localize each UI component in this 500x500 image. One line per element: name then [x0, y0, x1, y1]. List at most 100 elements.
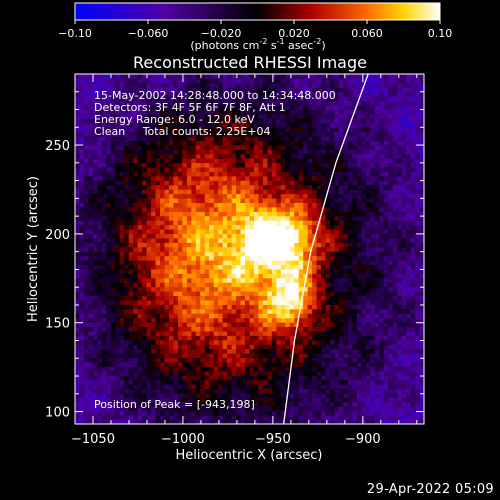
- heatmap-cell: [401, 384, 407, 390]
- heatmap-cell: [146, 379, 152, 385]
- heatmap-cell: [142, 370, 148, 376]
- heatmap-cell: [419, 375, 424, 381]
- heatmap-cell: [236, 370, 242, 376]
- heatmap-cell: [92, 406, 98, 412]
- heatmap-cell: [325, 366, 331, 372]
- heatmap-cell: [370, 175, 376, 181]
- heatmap-cell: [209, 251, 215, 257]
- heatmap-cell: [195, 153, 201, 159]
- heatmap-cell: [173, 291, 179, 297]
- heatmap-cell: [374, 406, 380, 412]
- heatmap-cell: [160, 264, 165, 270]
- heatmap-cell: [352, 291, 358, 297]
- heatmap-cell: [325, 330, 331, 336]
- heatmap-cell: [236, 375, 242, 381]
- heatmap-cell: [137, 406, 143, 412]
- heatmap-cell: [155, 224, 161, 230]
- heatmap-cell: [137, 330, 143, 336]
- heatmap-cell: [218, 397, 224, 403]
- heatmap-cell: [155, 255, 161, 261]
- heatmap-cell: [110, 308, 116, 314]
- heatmap-cell: [119, 282, 125, 288]
- heatmap-cell: [146, 370, 152, 376]
- heatmap-cell: [307, 419, 313, 424]
- heatmap-cell: [115, 361, 121, 367]
- heatmap-cell: [160, 295, 165, 301]
- heatmap-cell: [321, 229, 327, 234]
- heatmap-cell: [186, 361, 192, 367]
- heatmap-cell: [262, 375, 268, 381]
- heatmap-cell: [303, 406, 309, 412]
- heatmap-cell: [365, 233, 371, 239]
- heatmap-cell: [142, 260, 148, 266]
- heatmap-cell: [119, 224, 125, 230]
- heatmap-cell: [365, 242, 371, 248]
- heatmap-cell: [124, 379, 130, 385]
- heatmap-cell: [146, 286, 152, 292]
- heatmap-cell: [209, 330, 215, 336]
- heatmap-cell: [83, 344, 89, 350]
- heatmap-cell: [312, 198, 318, 203]
- heatmap-cell: [316, 211, 322, 217]
- heatmap-cell: [110, 264, 116, 270]
- heatmap-cell: [92, 410, 98, 416]
- heatmap-cell: [303, 330, 309, 336]
- heatmap-cell: [146, 392, 152, 398]
- heatmap-cell: [365, 171, 371, 177]
- heatmap-cell: [374, 162, 380, 168]
- heatmap-cell: [106, 410, 112, 416]
- heatmap-cell: [316, 277, 322, 283]
- heatmap-cell: [110, 180, 116, 186]
- heatmap-cell: [182, 264, 188, 270]
- heatmap-cell: [303, 224, 309, 230]
- heatmap-cell: [321, 251, 327, 257]
- heatmap-cell: [361, 264, 367, 270]
- heatmap-cell: [204, 273, 210, 279]
- heatmap-cell: [356, 206, 362, 212]
- heatmap-cell: [146, 255, 152, 261]
- heatmap-cell: [370, 144, 376, 150]
- heatmap-cell: [280, 366, 286, 372]
- heatmap-cell: [271, 211, 277, 217]
- heatmap-cell: [173, 419, 179, 424]
- heatmap-cell: [146, 344, 152, 350]
- heatmap-cell: [110, 162, 116, 168]
- heatmap-cell: [392, 330, 398, 336]
- heatmap-cell: [330, 397, 336, 403]
- heatmap-cell: [115, 167, 121, 172]
- heatmap-cell: [137, 149, 143, 155]
- heatmap-cell: [222, 268, 228, 274]
- heatmap-cell: [379, 406, 385, 412]
- heatmap-cell: [307, 370, 313, 376]
- heatmap-cell: [168, 215, 174, 221]
- heatmap-cell: [209, 401, 215, 407]
- heatmap-cell: [356, 193, 362, 199]
- heatmap-cell: [115, 264, 121, 270]
- heatmap-cell: [106, 282, 112, 288]
- heatmap-cell: [249, 251, 255, 257]
- heatmap-cell: [415, 392, 421, 398]
- heatmap-cell: [92, 175, 98, 181]
- heatmap-cell: [383, 317, 389, 323]
- heatmap-cell: [101, 291, 107, 297]
- heatmap-cell: [307, 158, 313, 164]
- heatmap-cell: [119, 246, 125, 252]
- heatmap-cell: [83, 224, 89, 230]
- heatmap-cell: [280, 291, 286, 297]
- heatmap-cell: [356, 255, 362, 261]
- heatmap-cell: [338, 361, 344, 367]
- heatmap-cell: [218, 144, 224, 150]
- heatmap-cell: [379, 242, 385, 248]
- heatmap-cell: [253, 273, 259, 279]
- heatmap-cell: [276, 313, 282, 319]
- heatmap-cell: [289, 229, 295, 234]
- heatmap-cell: [142, 392, 148, 398]
- heatmap-cell: [155, 167, 161, 172]
- heatmap-cell: [370, 242, 376, 248]
- heatmap-cell: [312, 251, 318, 257]
- heatmap-cell: [321, 144, 327, 150]
- heatmap-cell: [128, 339, 134, 345]
- heatmap-cell: [160, 175, 165, 181]
- heatmap-cell: [356, 304, 362, 310]
- heatmap-cell: [191, 370, 197, 376]
